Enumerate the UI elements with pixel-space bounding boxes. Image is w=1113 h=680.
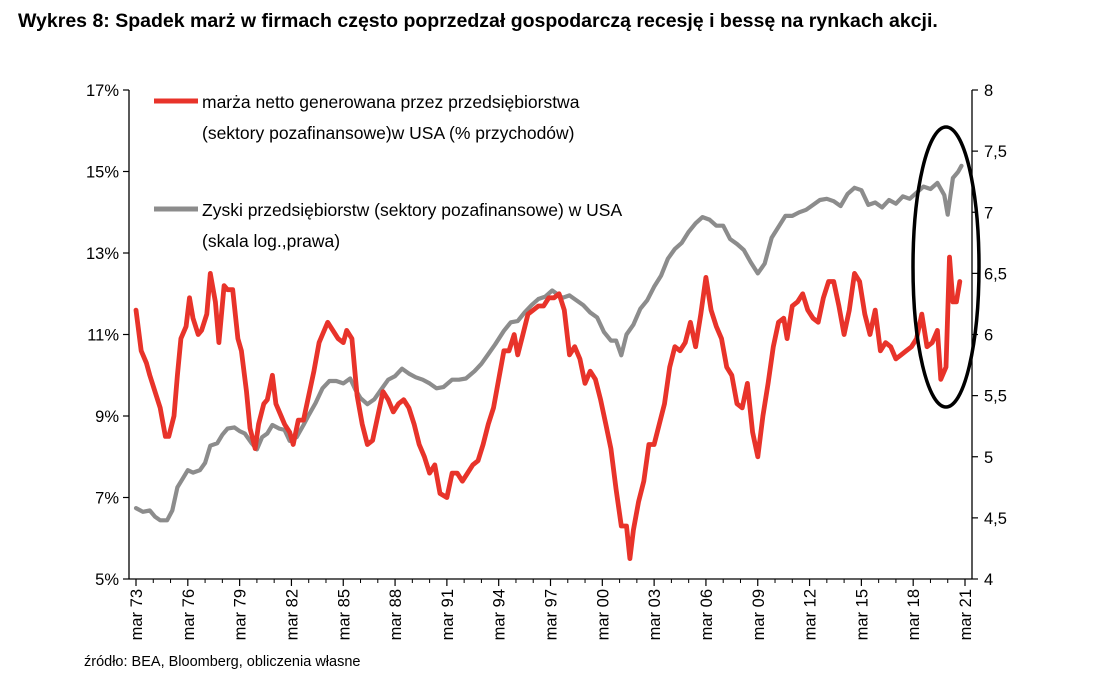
x-tick-label: mar 82 (283, 589, 301, 640)
left-tick-label: 5% (95, 571, 119, 589)
x-tick-label: mar 18 (905, 589, 923, 640)
x-tick-label: mar 91 (439, 589, 457, 640)
x-tick-label: mar 79 (232, 589, 250, 640)
legend-label-profits-line2: (skala log.,prawa) (202, 231, 340, 251)
right-tick-label: 4,5 (984, 510, 1007, 528)
right-tick-label: 6 (984, 327, 993, 345)
x-tick-label: mar 15 (853, 589, 871, 640)
x-tick-label: mar 85 (335, 589, 353, 640)
left-tick-label: 7% (95, 490, 119, 508)
x-tick-label: mar 12 (802, 589, 820, 640)
x-tick-label: mar 88 (387, 589, 405, 640)
x-tick-label: mar 73 (128, 589, 146, 640)
right-tick-label: 6,5 (984, 265, 1007, 283)
x-tick-label: mar 03 (646, 589, 664, 640)
right-tick-label: 7 (984, 204, 993, 222)
source-note: źródło: BEA, Bloomberg, obliczenia własn… (84, 654, 361, 670)
right-tick-label: 5,5 (984, 388, 1007, 406)
left-tick-label: 11% (87, 327, 119, 345)
right-tick-label: 4 (984, 571, 993, 589)
left-tick-label: 15% (86, 164, 119, 182)
legend-label-margin-line2: (sektory pozafinansowe)w USA (% przychod… (202, 123, 575, 143)
left-tick-label: 17% (86, 82, 119, 100)
series-layer (133, 163, 964, 561)
chart-title: Wykres 8: Spadek marż w firmach często p… (18, 10, 938, 32)
left-tick-label: 13% (86, 245, 119, 263)
right-tick-label: 5 (984, 449, 993, 467)
x-tick-label: mar 00 (594, 589, 612, 640)
legend-label-profits-line1: Zyski przedsiębiorstw (sektory pozafinan… (202, 200, 622, 220)
x-tick-label: mar 09 (750, 589, 768, 640)
highlight-ellipse (911, 125, 981, 409)
legend-label-margin-line1: marża netto generowana przez przedsiębio… (202, 92, 580, 112)
x-tick-label: mar 94 (491, 589, 509, 640)
right-tick-label: 8 (984, 82, 993, 100)
axes-layer: 5% 7% 9% 11% 13% 15% 17% 4 4,5 5 5,5 6 6,5 7 7,5 8 mar 7… (86, 82, 1007, 640)
x-tick-label: mar 97 (543, 589, 561, 640)
series-line-margin (133, 254, 963, 561)
legend: marża netto generowana przez przedsiębio… (154, 92, 622, 251)
right-tick-label: 7,5 (984, 143, 1007, 161)
x-tick-label: mar 21 (957, 589, 975, 640)
x-tick-label: mar 06 (698, 589, 716, 640)
x-tick-label: mar 76 (180, 589, 198, 640)
left-tick-label: 9% (95, 408, 119, 426)
